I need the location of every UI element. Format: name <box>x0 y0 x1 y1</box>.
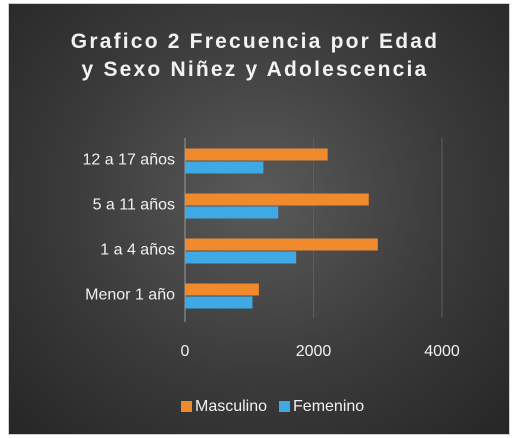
chart-area <box>8 3 510 435</box>
bar <box>185 251 297 264</box>
legend-label: Masculino <box>195 398 267 415</box>
y-tick-label: Menor 1 año <box>85 287 175 304</box>
x-tick-label: 4000 <box>424 343 460 360</box>
bar <box>185 296 253 309</box>
y-tick-label: 5 a 11 años <box>93 197 175 214</box>
chart-title: Grafico 2 Frecuencia por Edad y Sexo Niñ… <box>70 30 440 81</box>
legend-swatch <box>279 401 291 412</box>
legend-label: Femenino <box>293 398 364 415</box>
x-tick-label: 0 <box>181 343 190 360</box>
y-tick-label: 1 a 4 años <box>100 242 175 259</box>
bar <box>185 161 264 174</box>
bar <box>185 148 328 161</box>
legend-swatch <box>181 401 192 412</box>
bar <box>185 283 259 296</box>
bar <box>185 193 369 206</box>
x-tick-label: 2000 <box>296 343 332 360</box>
bar <box>185 206 279 219</box>
y-tick-label: 12 a 17 años <box>82 152 175 169</box>
bar <box>185 238 378 251</box>
